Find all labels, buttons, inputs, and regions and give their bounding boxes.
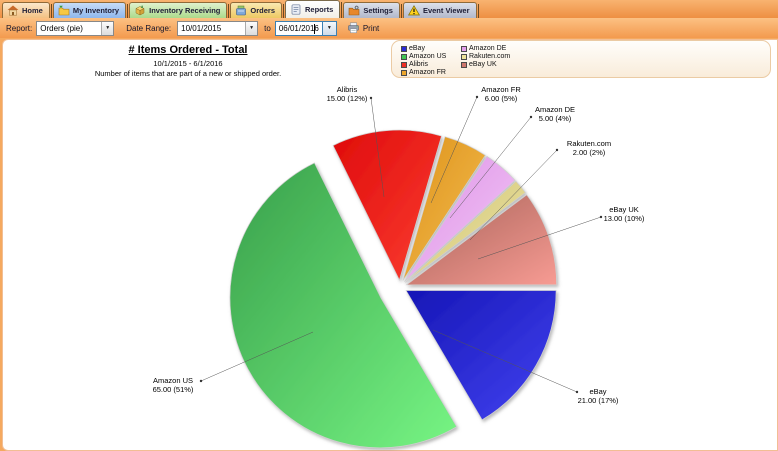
- to-label: to: [264, 23, 271, 33]
- date-to-input[interactable]: 06/01/2016: [274, 20, 323, 36]
- tab-settings-label: Settings: [363, 5, 393, 15]
- tab-reports[interactable]: Reports: [285, 0, 343, 18]
- receiving-box-icon: [135, 5, 145, 15]
- legend-item-amazon-fr: Amazon FR: [401, 69, 455, 77]
- warning-icon: [407, 4, 420, 15]
- legend-label: Alibris: [409, 61, 429, 68]
- legend-label: Amazon FR: [409, 69, 446, 76]
- tab-home[interactable]: Home: [2, 2, 52, 18]
- legend-item-ebay: eBay: [401, 45, 455, 53]
- date-to-value: 06/01/2016: [278, 23, 319, 33]
- print-button[interactable]: Print: [347, 22, 379, 34]
- legend-swatch: [461, 46, 467, 52]
- report-label: Report:: [6, 23, 33, 33]
- tab-bar: Home My Inventory Inventory Receiving Or…: [0, 0, 778, 18]
- legend-label: eBay: [409, 45, 425, 52]
- orders-icon: [236, 5, 247, 15]
- report-panel: [2, 39, 778, 451]
- chevron-down-icon[interactable]: ▼: [245, 21, 258, 35]
- legend-item-ebay-uk: eBay UK: [461, 61, 770, 69]
- chevron-down-icon: ▼: [326, 25, 332, 31]
- report-date-range: 10/1/2015 - 6/1/2016: [153, 59, 223, 68]
- tab-my-inventory-label: My Inventory: [72, 5, 120, 15]
- tab-event-viewer[interactable]: Event Viewer: [402, 2, 479, 18]
- legend-item-amazon-de: Amazon DE: [461, 45, 770, 53]
- report-description: Number of items that are part of a new o…: [94, 69, 282, 78]
- tab-home-label: Home: [22, 5, 43, 15]
- chevron-down-icon[interactable]: ▼: [101, 21, 114, 35]
- report-title: # Items Ordered - Total: [128, 44, 248, 56]
- legend-label: eBay UK: [469, 61, 497, 68]
- report-page-icon: [291, 3, 301, 15]
- print-button-label: Print: [362, 23, 380, 33]
- report-type-value: Orders (pie): [40, 23, 83, 33]
- report-type-select[interactable]: Orders (pie) ▼: [36, 20, 115, 36]
- chart-legend: eBay Amazon US Alibris Amazon FR Amazon …: [391, 40, 771, 78]
- date-from-select[interactable]: 10/01/2015 ▼: [177, 20, 259, 36]
- text-caret: [313, 23, 315, 34]
- date-to-dropdown-button[interactable]: ▼: [322, 20, 337, 36]
- legend-item-alibris: Alibris: [401, 61, 455, 69]
- tab-orders[interactable]: Orders: [230, 2, 284, 18]
- legend-label: Amazon US: [409, 53, 447, 60]
- legend-swatch: [461, 62, 467, 68]
- home-icon: [7, 5, 19, 15]
- settings-folder-icon: [349, 5, 360, 15]
- legend-swatch: [401, 70, 407, 76]
- tab-my-inventory[interactable]: My Inventory: [52, 2, 129, 18]
- report-toolbar: Report: Orders (pie) ▼ Date Range: 10/01…: [0, 18, 778, 38]
- legend-swatch: [461, 54, 467, 60]
- legend-item-rakuten: Rakuten.com: [461, 53, 770, 61]
- tab-orders-label: Orders: [250, 5, 275, 15]
- legend-swatch: [401, 54, 407, 60]
- legend-item-amazon-us: Amazon US: [401, 53, 455, 61]
- report-header: # Items Ordered - Total 10/1/2015 - 6/1/…: [28, 44, 348, 78]
- tab-reports-label: Reports: [305, 4, 334, 14]
- legend-swatch: [401, 46, 407, 52]
- content-area: [0, 38, 778, 451]
- tab-event-viewer-label: Event Viewer: [422, 5, 470, 15]
- folder-icon: [58, 5, 70, 15]
- date-range-label: Date Range:: [126, 23, 172, 33]
- legend-label: Rakuten.com: [469, 53, 511, 60]
- legend-swatch: [401, 62, 407, 68]
- tab-inventory-receiving-label: Inventory Receiving: [149, 5, 221, 15]
- printer-icon: [348, 22, 359, 34]
- tab-inventory-receiving[interactable]: Inventory Receiving: [129, 2, 230, 18]
- date-from-value: 10/01/2015: [181, 23, 222, 33]
- legend-label: Amazon DE: [469, 45, 507, 52]
- tab-settings[interactable]: Settings: [343, 2, 402, 18]
